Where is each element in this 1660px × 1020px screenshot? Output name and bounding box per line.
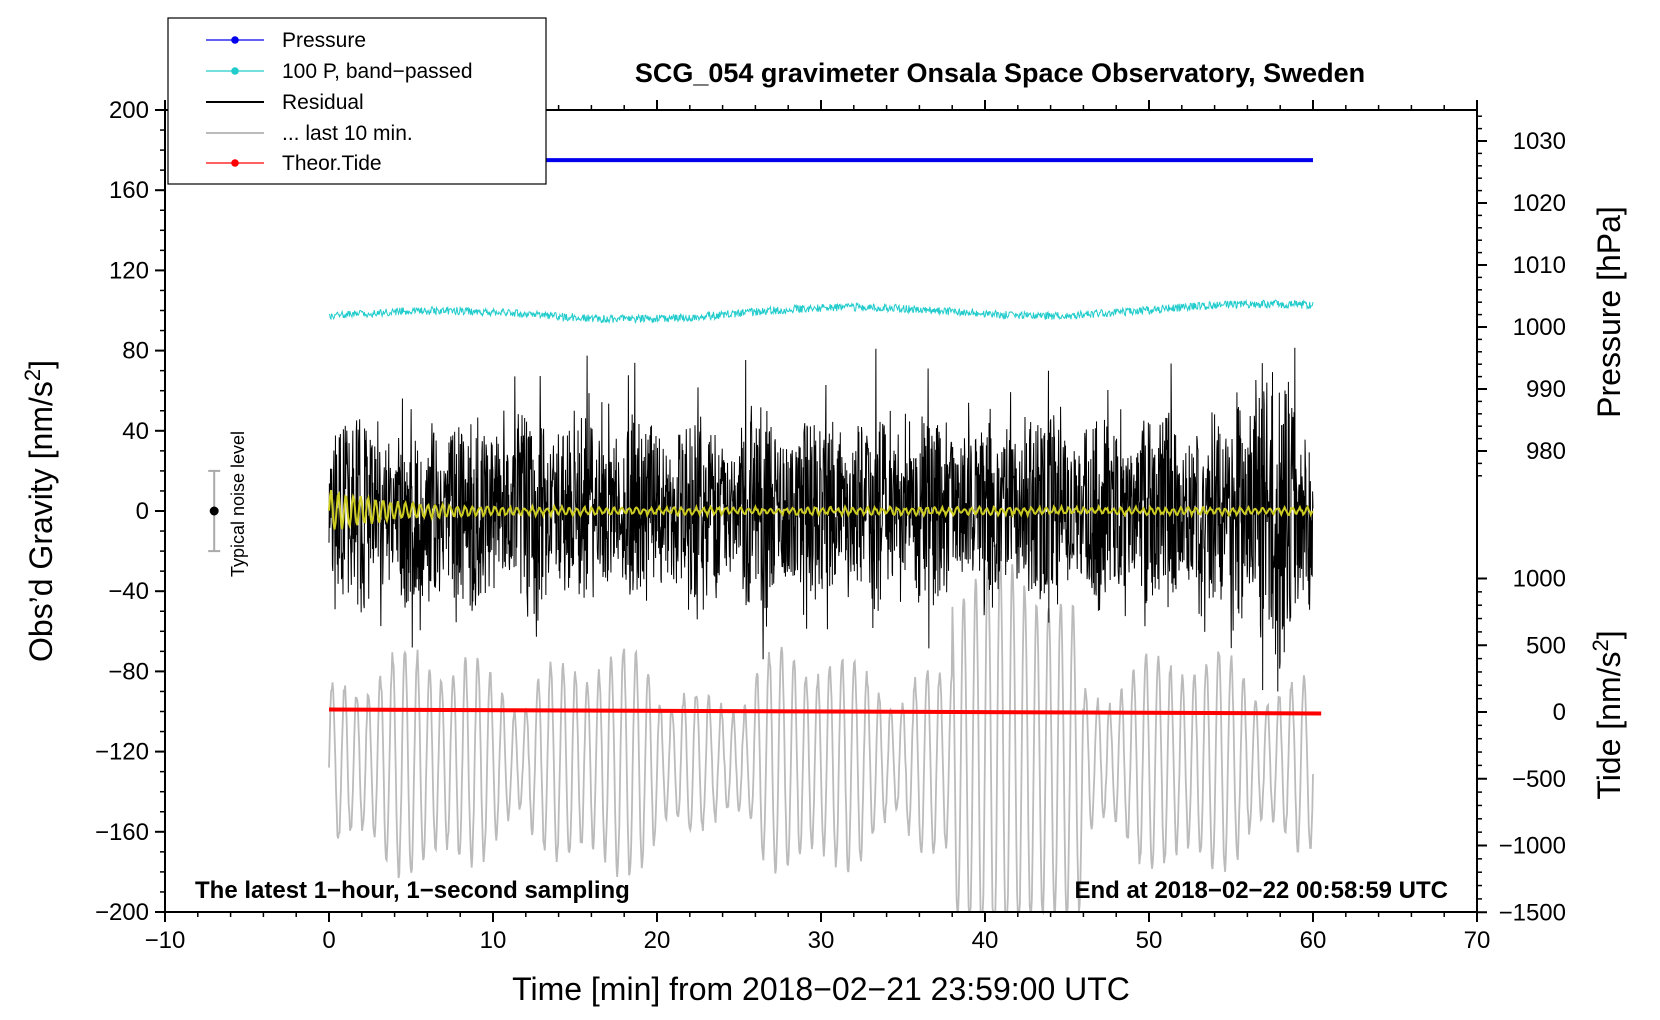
x-tick-label: 70: [1464, 927, 1491, 954]
y-tick-label: 120: [109, 257, 149, 284]
legend-marker-tide: [231, 159, 239, 167]
legend-entry-residual: Residual: [206, 91, 364, 114]
y-tick-label: −40: [108, 578, 149, 605]
series-residual: [328, 347, 1314, 692]
y-tick-label: 160: [109, 177, 149, 204]
y-tick-label: 40: [122, 418, 149, 445]
tide-tick-label: −1000: [1499, 833, 1566, 860]
x-tick-label: 50: [1136, 927, 1163, 954]
x-tick-label: 10: [480, 927, 507, 954]
axis-ticks: −10 0 10 20 30 40 50 60 70−200−160−120−80−400408…: [95, 97, 1566, 954]
chart-title: SCG_054 gravimeter Onsala Space Observat…: [635, 58, 1365, 88]
annotation-left: The latest 1−hour, 1−second sampling: [195, 877, 630, 904]
x-axis-label: Time [min] from 2018−02−21 23:59:00 UTC: [512, 971, 1130, 1007]
series-smoothed-residual: [328, 489, 1314, 530]
y-tick-label: 200: [109, 97, 149, 124]
noise-bar: Typical noise level: [208, 431, 248, 577]
tide-tick-label: −500: [1512, 766, 1566, 793]
x-tick-label: −10: [145, 927, 186, 954]
x-tick-label: 40: [972, 927, 999, 954]
y-tick-label: 0: [136, 498, 149, 525]
pressure-tick-label: 980: [1526, 438, 1566, 465]
series-bandpassed-pressure: [328, 298, 1314, 325]
legend-marker-bandpassed: [231, 67, 239, 75]
y-tick-label: −160: [95, 819, 149, 846]
pressure-tick-label: 1030: [1513, 128, 1566, 155]
y-tick-label: 80: [122, 338, 149, 365]
x-tick-label: 0: [322, 927, 335, 954]
legend-label-tide: Theor.Tide: [282, 152, 382, 175]
series-theoretical-tide: [328, 707, 1322, 716]
left-axis-label: Obs’d Gravity [nm/s2]: [20, 360, 59, 662]
noise-bar-label: Typical noise level: [228, 431, 248, 577]
legend-marker-pressure: [231, 36, 239, 44]
y-tick-label: −80: [108, 658, 149, 685]
legend-label-last10: ... last 10 min.: [282, 122, 413, 145]
legend-label-pressure: Pressure: [282, 29, 366, 52]
legend-entry-last10: ... last 10 min.: [206, 122, 413, 145]
legend-entry-bandpassed: 100 P, band−passed: [206, 60, 473, 83]
y-tick-label: −200: [95, 899, 149, 926]
x-tick-label: 20: [644, 927, 671, 954]
tide-axis-label: Tide [nm/s2]: [1588, 630, 1627, 799]
pressure-tick-label: 1010: [1513, 252, 1566, 279]
pressure-tick-label: 990: [1526, 376, 1566, 403]
legend-label-bandpassed: 100 P, band−passed: [282, 60, 473, 83]
pressure-axis-label: Pressure [hPa]: [1591, 206, 1627, 418]
tide-tick-label: −1500: [1499, 899, 1566, 926]
tide-tick-label: 0: [1553, 699, 1566, 726]
y-tick-label: −120: [95, 739, 149, 766]
annotation-right: End at 2018−02−22 00:58:59 UTC: [1074, 877, 1448, 904]
tide-tick-label: 1000: [1513, 566, 1566, 593]
x-tick-label: 60: [1300, 927, 1327, 954]
noise-bar-dot: [209, 506, 219, 516]
x-tick-label: 30: [808, 927, 835, 954]
pressure-tick-label: 1020: [1513, 190, 1566, 217]
data-traces: [328, 158, 1322, 916]
legend-entry-pressure: Pressure: [206, 29, 366, 52]
series-last-10-min: [328, 550, 1314, 916]
legend: Pressure 100 P, band−passed Residual ...…: [167, 17, 547, 185]
pressure-tick-label: 1000: [1513, 314, 1566, 341]
legend-label-residual: Residual: [282, 91, 364, 114]
tide-tick-label: 500: [1526, 632, 1566, 659]
legend-entry-tide: Theor.Tide: [206, 152, 382, 175]
